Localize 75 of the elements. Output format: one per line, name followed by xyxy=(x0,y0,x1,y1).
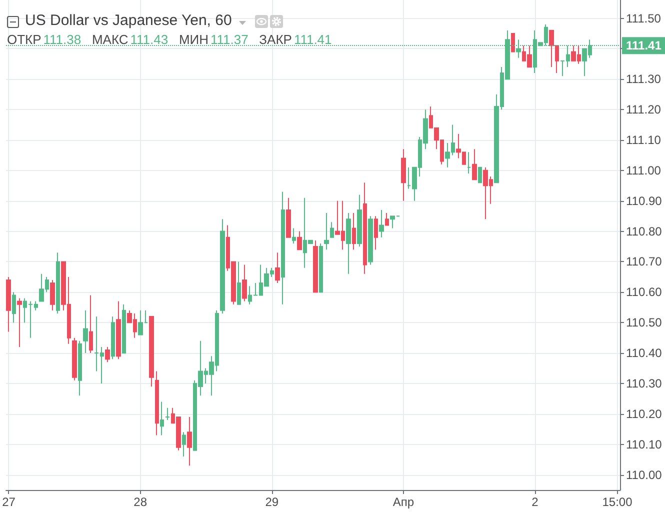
candlestick xyxy=(379,210,384,238)
candlestick xyxy=(56,252,60,314)
candlestick xyxy=(478,166,482,184)
y-tick-label: 110.70 xyxy=(626,254,662,269)
y-tick-label: 110.10 xyxy=(626,437,662,452)
candlestick xyxy=(105,346,110,363)
annotation: 111.43 xyxy=(130,32,168,47)
candlestick xyxy=(385,212,389,226)
annotation: 111.38 xyxy=(43,32,82,47)
y-tick-label: 110.00 xyxy=(626,468,662,482)
candlestick xyxy=(12,292,16,324)
candlestick xyxy=(330,222,334,238)
candlestick xyxy=(275,252,280,284)
candlestick xyxy=(122,304,126,354)
annotation: ЗАКР xyxy=(259,32,292,47)
candlestick xyxy=(511,32,515,52)
candlestick xyxy=(72,337,77,381)
ref-line-label: 111.41 xyxy=(626,38,662,53)
candlestick xyxy=(357,194,362,248)
candlestick xyxy=(220,218,225,314)
y-tick-label: 111.50 xyxy=(626,11,662,26)
candlestick xyxy=(401,148,406,202)
y-tick-label: 111.20 xyxy=(626,102,662,117)
candlestick xyxy=(374,216,378,250)
candlestick xyxy=(165,407,170,420)
y-tick-label: 110.60 xyxy=(626,285,662,300)
candlestick xyxy=(50,280,55,311)
y-tick-label: 111.10 xyxy=(626,133,662,147)
candlestick xyxy=(89,294,93,354)
candlestick xyxy=(292,228,296,244)
candlestick xyxy=(182,432,186,458)
annotation: МИН xyxy=(178,32,209,47)
text: US Dollar vs Japanese Yen, 60 xyxy=(25,12,232,29)
candlestick xyxy=(324,212,329,250)
candlestick xyxy=(242,264,247,302)
y-tick-label: 111.30 xyxy=(626,72,662,86)
candlestick xyxy=(297,230,302,250)
x-tick-label: 27 xyxy=(2,495,16,509)
candlestick xyxy=(6,276,11,332)
candlestick xyxy=(368,216,373,266)
y-tick-label: 110.90 xyxy=(626,194,662,208)
candlestick xyxy=(83,310,88,354)
candlestick xyxy=(78,340,82,396)
annotation: 111.41 xyxy=(294,32,332,47)
candlestick xyxy=(160,401,164,436)
candlestick xyxy=(187,416,192,466)
candlestick xyxy=(472,148,477,180)
candlestick xyxy=(149,316,154,388)
candlestick xyxy=(467,152,471,174)
candlestick xyxy=(346,212,351,274)
annotation: МАКС xyxy=(92,32,128,47)
candlestick xyxy=(237,261,241,305)
x-tick-label: 29 xyxy=(265,495,279,509)
candlestick xyxy=(313,240,318,293)
candlestick xyxy=(17,298,22,348)
x-tick-label: 28 xyxy=(134,495,148,509)
candlestick xyxy=(281,191,285,305)
candlestick xyxy=(319,242,323,293)
candlestick xyxy=(286,197,291,238)
candlestick xyxy=(116,300,121,360)
y-tick-label: 110.40 xyxy=(626,346,662,360)
y-tick-label: 110.80 xyxy=(626,224,662,238)
x-tick-label: 15:00 xyxy=(602,495,633,509)
x-tick-label: 2 xyxy=(532,495,539,509)
candlestick xyxy=(352,212,356,250)
candlestick xyxy=(155,370,159,436)
y-tick-label: 110.20 xyxy=(626,406,662,421)
candlestick xyxy=(111,316,115,360)
annotation: 111.37 xyxy=(210,32,248,47)
x-tick-label: Апр xyxy=(392,495,414,509)
annotation: ОТКР xyxy=(7,32,42,47)
y-tick-label: 111.00 xyxy=(626,163,662,178)
y-tick-label: 110.30 xyxy=(626,376,662,390)
y-tick-label: 110.50 xyxy=(626,316,662,330)
candlestick xyxy=(363,182,367,274)
